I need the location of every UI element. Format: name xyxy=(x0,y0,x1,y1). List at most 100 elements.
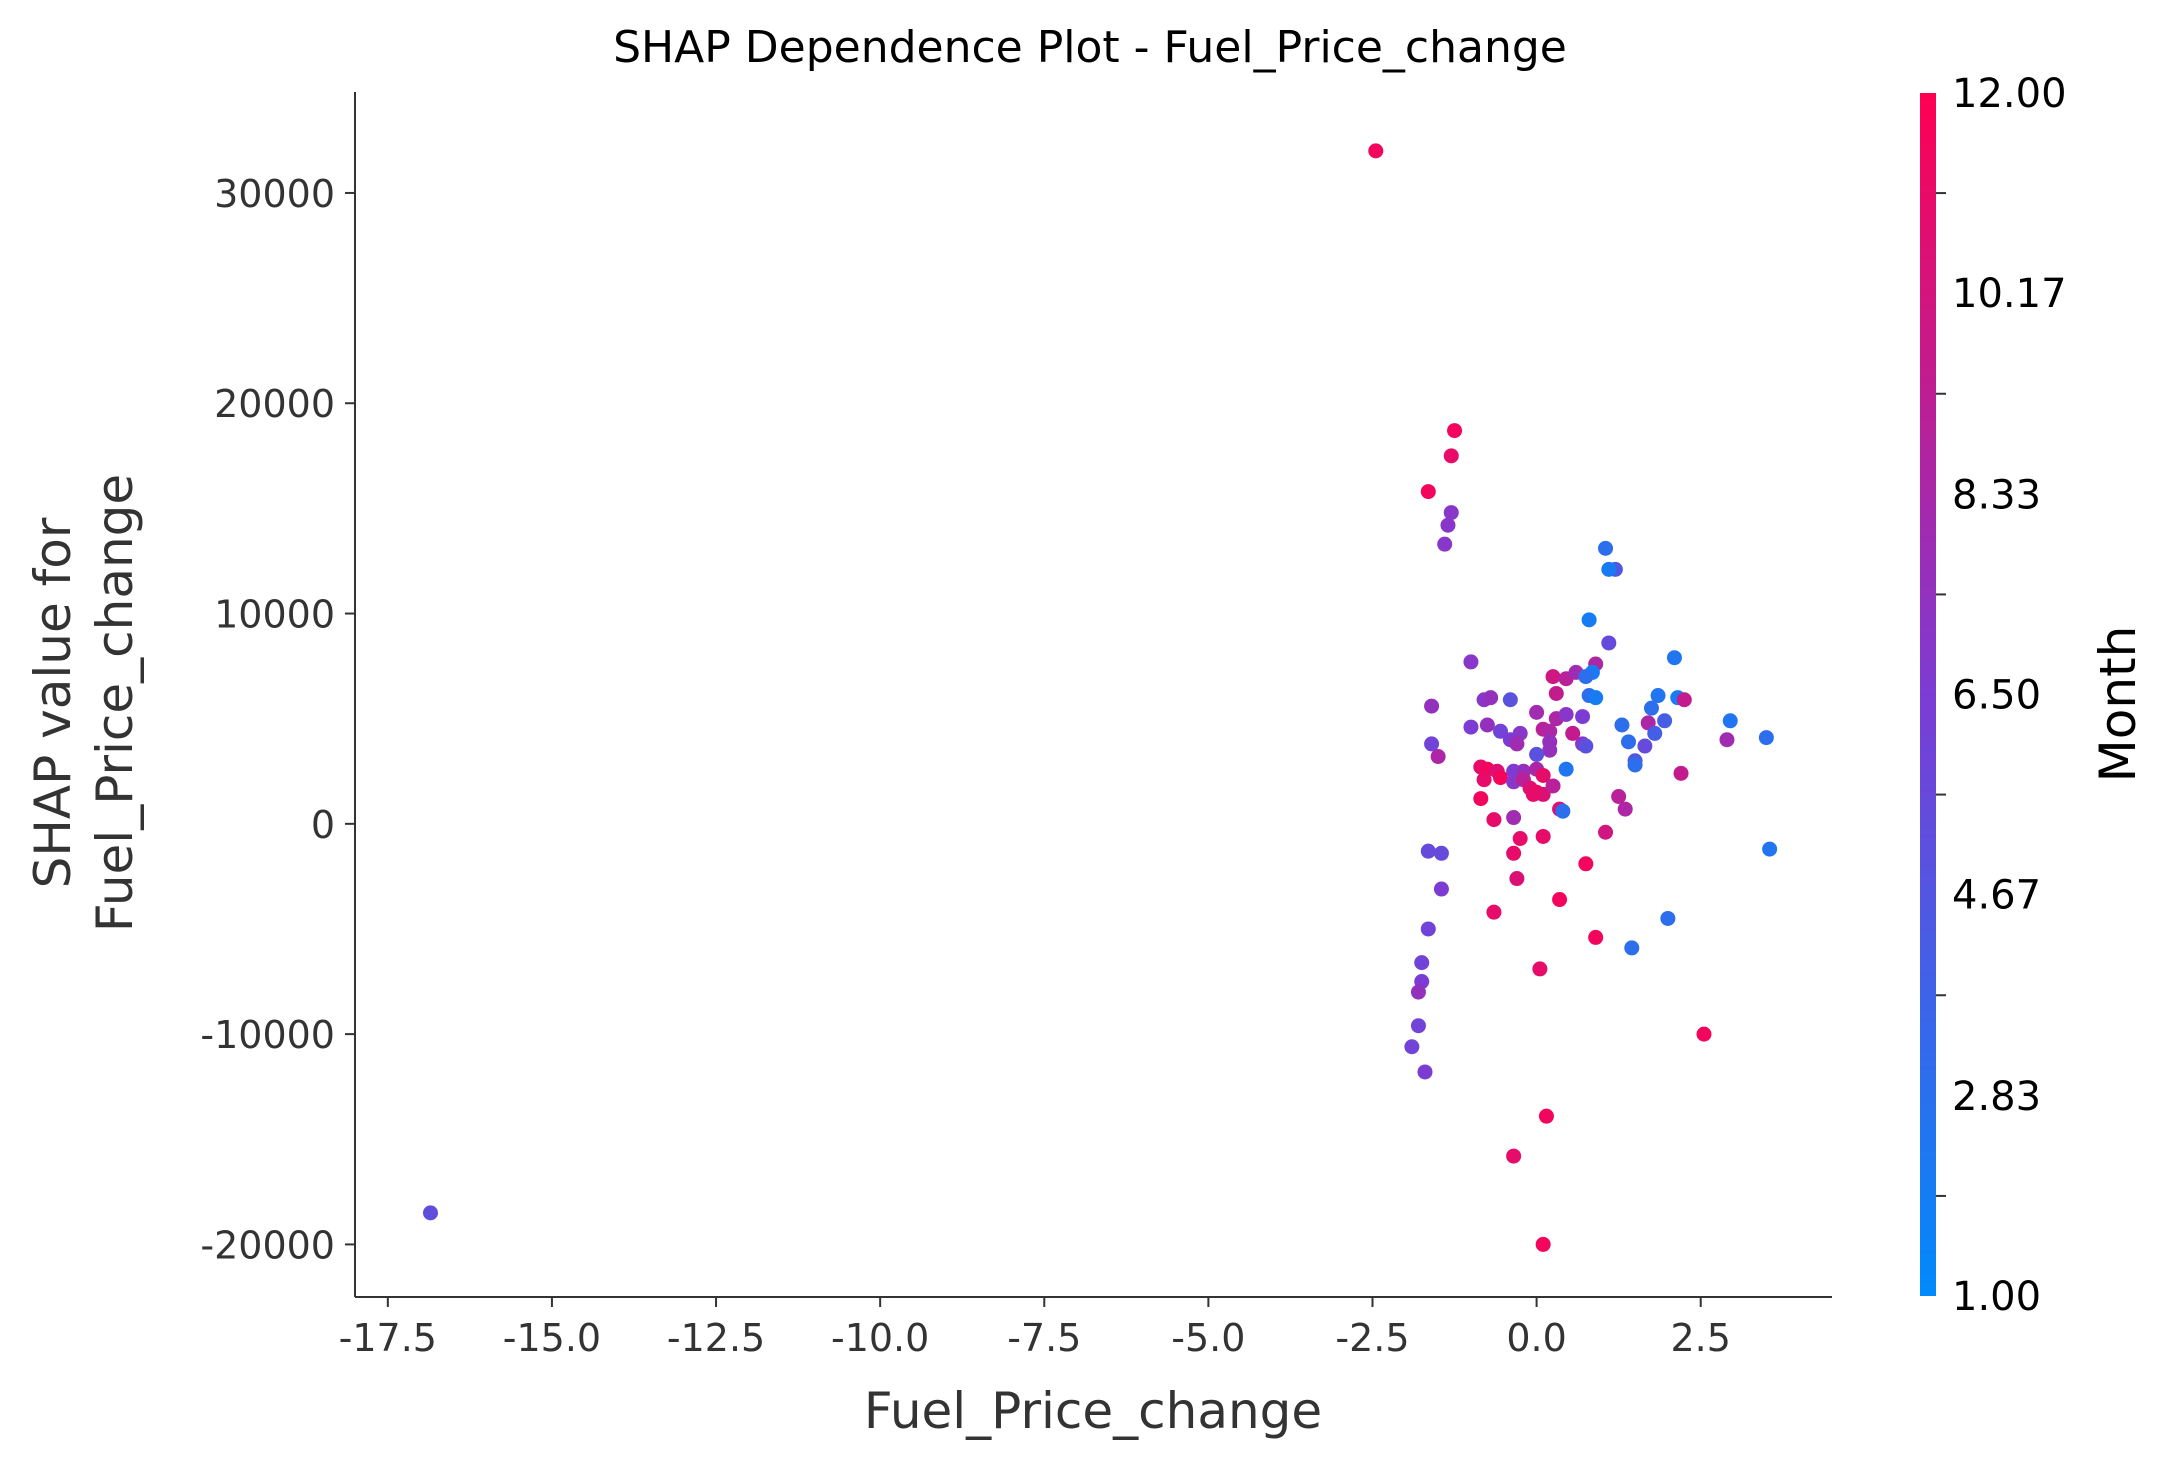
scatter-point xyxy=(1601,635,1617,651)
x-axis-ticks: -17.5 -15.0 -12.5 -10.0 -7.5 -5.0 -2.5 0.0 2.5 xyxy=(339,1297,1731,1360)
scatter-point xyxy=(1758,730,1774,746)
y-tick-label: -20000 xyxy=(200,1223,335,1267)
y-tick-label: 10000 xyxy=(214,593,335,637)
scatter-point xyxy=(1578,856,1594,872)
y-tick-label: 20000 xyxy=(214,382,335,426)
scatter-point xyxy=(1617,801,1633,817)
x-tick-label: -12.5 xyxy=(667,1316,765,1360)
scatter-point xyxy=(1555,803,1571,819)
scatter-point xyxy=(1486,812,1502,828)
scatter-point xyxy=(1512,831,1528,847)
scatter-point xyxy=(1581,612,1597,628)
scatter-point xyxy=(1440,517,1456,533)
scatter-point xyxy=(1506,1148,1522,1164)
scatter-point xyxy=(1588,690,1604,706)
scatter-point xyxy=(1506,810,1522,826)
scatter-point xyxy=(1529,704,1545,720)
scatter-point xyxy=(1676,692,1692,708)
scatter-point xyxy=(1443,448,1459,464)
scatter-point xyxy=(1420,484,1436,500)
scatter-point xyxy=(1598,540,1614,556)
x-tick-label: -15.0 xyxy=(503,1316,601,1360)
colorbar-ticks: 12.00 10.17 8.33 6.50 4.67 2.83 1.00 xyxy=(1936,71,2067,1320)
scatter-point xyxy=(1492,723,1508,739)
scatter-point xyxy=(1660,910,1676,926)
colorbar-tick-label: 2.83 xyxy=(1952,1074,2041,1120)
scatter-point xyxy=(1433,845,1449,861)
scatter-point xyxy=(1624,940,1640,956)
scatter-point xyxy=(1404,1039,1420,1055)
scatter-point xyxy=(1532,961,1548,977)
scatter-point xyxy=(1542,723,1558,739)
scatter-point xyxy=(1673,765,1689,781)
scatter-point xyxy=(1420,843,1436,859)
x-tick-label: -5.0 xyxy=(1171,1316,1245,1360)
scatter-point xyxy=(1506,845,1522,861)
x-tick-label: -17.5 xyxy=(339,1316,437,1360)
x-tick-label: -10.0 xyxy=(831,1316,929,1360)
scatter-point xyxy=(1424,698,1440,714)
scatter-point xyxy=(1696,1026,1712,1042)
scatter-point xyxy=(1492,770,1508,786)
y-axis-label-line-2: Fuel_Price_change xyxy=(86,474,144,932)
y-axis-label: SHAP value for Fuel_Price_change xyxy=(24,474,144,932)
scatter-point xyxy=(1575,709,1591,725)
colorbar-tick-label: 6.50 xyxy=(1952,673,2041,719)
y-tick-label: 0 xyxy=(311,803,335,847)
scatter-point xyxy=(1476,772,1492,788)
scatter-point xyxy=(1621,734,1637,750)
scatter-point xyxy=(1762,841,1778,857)
scatter-point xyxy=(1447,423,1463,439)
scatter-point xyxy=(1722,713,1738,729)
scatter-point xyxy=(422,1205,438,1221)
scatter-point xyxy=(1558,761,1574,777)
scatter-point xyxy=(1542,742,1558,758)
scatter-point xyxy=(1666,650,1682,666)
scatter-point xyxy=(1502,692,1518,708)
scatter-point xyxy=(1565,725,1581,741)
colorbar-label: Month xyxy=(2089,626,2147,783)
scatter-point xyxy=(1417,1064,1433,1080)
scatter-point xyxy=(1525,786,1541,802)
colorbar-tick-label: 8.33 xyxy=(1952,472,2041,518)
scatter-point xyxy=(1548,685,1564,701)
scatter-point xyxy=(1552,892,1568,908)
scatter-point xyxy=(1424,736,1440,752)
scatter-point xyxy=(1578,669,1594,685)
scatter-point xyxy=(1509,736,1525,752)
colorbar-tick-label: 1.00 xyxy=(1952,1274,2041,1320)
x-axis-label: Fuel_Price_change xyxy=(864,1382,1322,1440)
scatter-point xyxy=(1657,713,1673,729)
scatter-point xyxy=(1437,536,1453,552)
scatter-point xyxy=(1410,984,1426,1000)
scatter-point xyxy=(1443,505,1459,521)
scatter-point xyxy=(1433,881,1449,897)
scatter-point xyxy=(1643,700,1659,716)
colorbar-tick-label: 10.17 xyxy=(1952,271,2067,317)
scatter-point xyxy=(1410,1018,1426,1034)
scatter-point xyxy=(1719,732,1735,748)
scatter-point xyxy=(1529,746,1545,762)
scatter-point xyxy=(1611,788,1627,804)
x-tick-label: 0.0 xyxy=(1506,1316,1566,1360)
scatter-point xyxy=(1430,749,1446,765)
scatter-point xyxy=(1558,706,1574,722)
x-tick-label: 2.5 xyxy=(1670,1316,1730,1360)
scatter-point xyxy=(1650,688,1666,704)
colorbar-tick-label: 4.67 xyxy=(1952,873,2041,919)
scatter-point xyxy=(1463,719,1479,735)
y-tick-label: -10000 xyxy=(200,1013,335,1057)
scatter-point xyxy=(1545,669,1561,685)
scatter-point xyxy=(1368,143,1384,159)
chart-title: SHAP Dependence Plot - Fuel_Price_change xyxy=(613,22,1567,73)
x-tick-label: -7.5 xyxy=(1007,1316,1081,1360)
scatter-point xyxy=(1479,717,1495,733)
y-tick-label: 30000 xyxy=(214,172,335,216)
scatter-point xyxy=(1486,904,1502,920)
scatter-point xyxy=(1588,929,1604,945)
scatter-point xyxy=(1414,955,1430,971)
scatter-point xyxy=(1483,690,1499,706)
plot-area: 30000 20000 10000 0 -10000 -20000 -17.5 -15.0 -… xyxy=(200,92,1832,1360)
scatter-point xyxy=(1578,738,1594,754)
scatter-point xyxy=(1509,871,1525,887)
